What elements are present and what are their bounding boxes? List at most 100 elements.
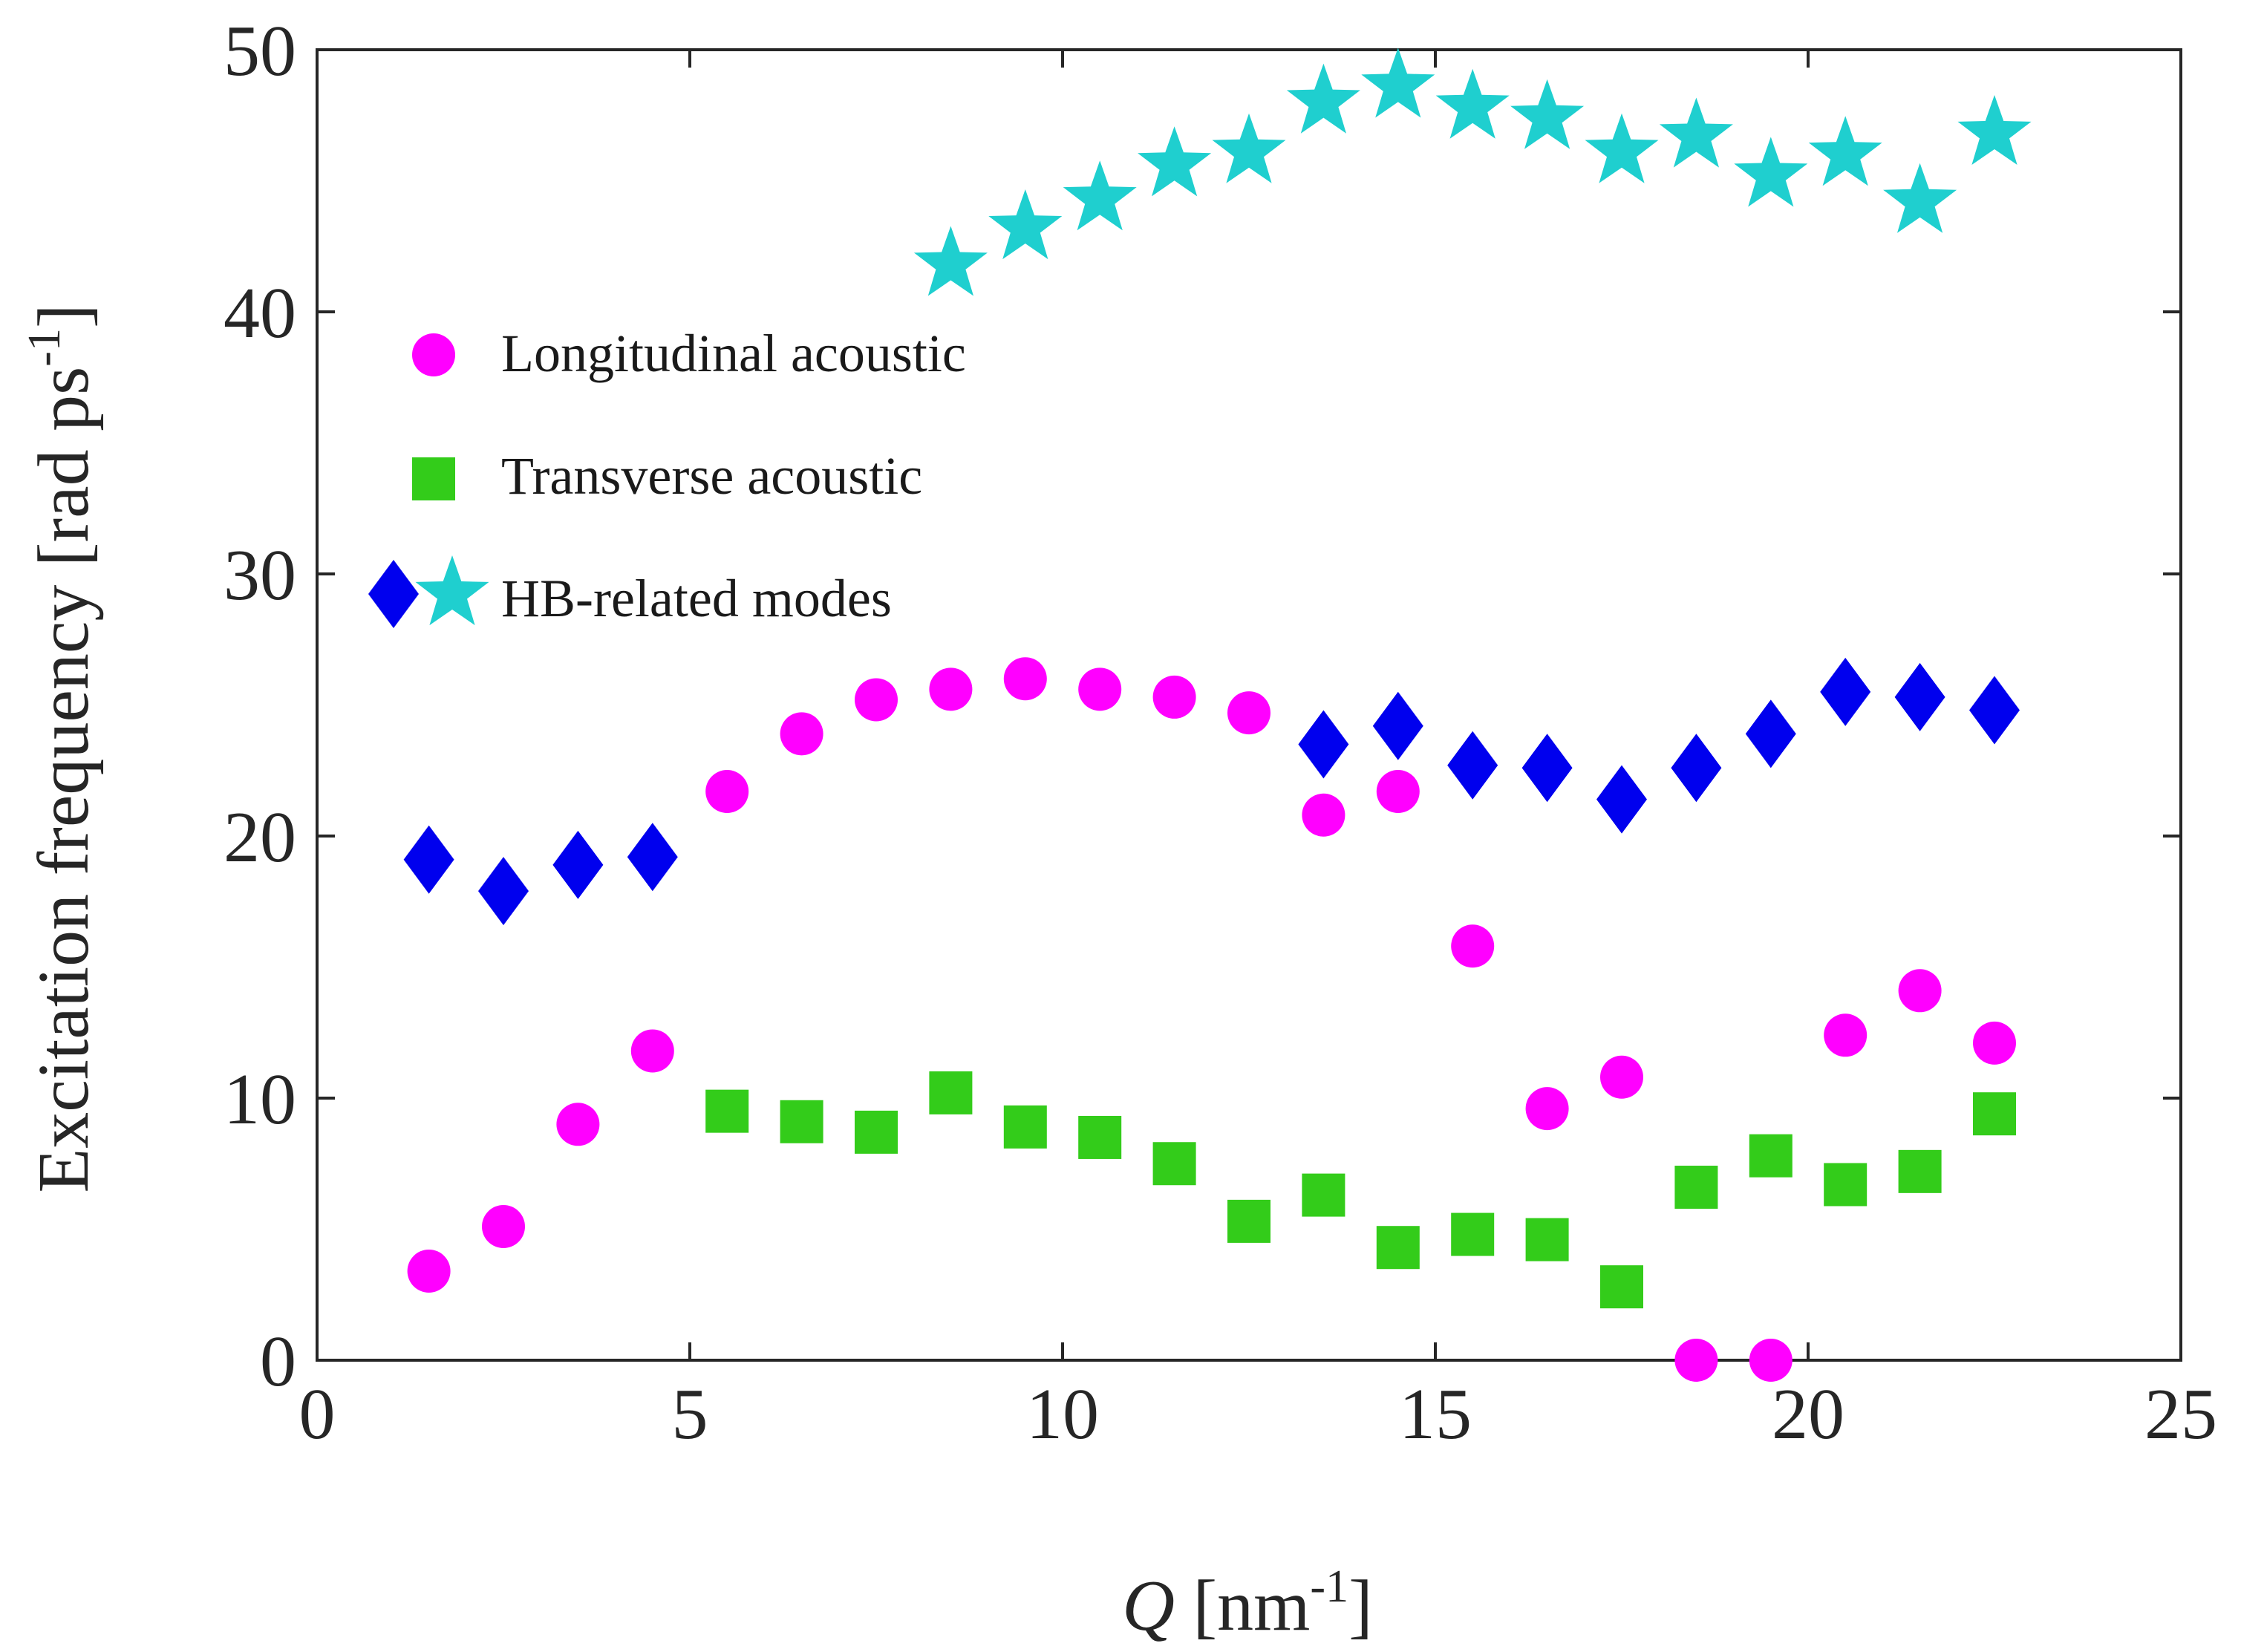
x-tick-label: 25 <box>2144 1374 2217 1455</box>
data-point-circle <box>1600 1055 1643 1099</box>
data-point-square <box>1600 1265 1643 1309</box>
legend-marker-diamond <box>368 560 419 628</box>
data-point-diamond <box>1745 699 1796 768</box>
data-series <box>403 48 2032 1382</box>
data-point-circle <box>1973 1021 2016 1065</box>
data-point-star <box>1435 68 1510 139</box>
data-point-circle <box>407 1249 451 1293</box>
data-point-circle <box>1451 924 1495 968</box>
data-point-circle <box>1749 1339 1793 1382</box>
data-point-square <box>1525 1218 1569 1261</box>
y-axis-title-close: ] <box>24 304 104 328</box>
data-point-square <box>1674 1166 1718 1209</box>
legend: Longitudinal acoustic Transverse acousti… <box>368 324 966 628</box>
data-point-circle <box>1078 667 1122 711</box>
data-point-circle <box>1674 1339 1718 1382</box>
data-point-circle <box>705 769 749 813</box>
data-point-square <box>1451 1212 1495 1256</box>
data-point-circle <box>929 667 973 711</box>
data-point-diamond <box>1969 676 2020 745</box>
data-point-square <box>1003 1105 1047 1149</box>
legend-marker-circle <box>412 333 455 376</box>
y-tick-label: 20 <box>224 797 296 878</box>
data-point-diamond <box>1447 731 1498 800</box>
data-point-circle <box>1003 657 1047 701</box>
x-axis-title-superscript: -1 <box>1310 1561 1348 1612</box>
x-axis-title-symbol: Q <box>1122 1566 1175 1646</box>
data-point-square <box>705 1089 749 1133</box>
x-axis-title-close: ] <box>1348 1566 1373 1646</box>
data-point-diamond <box>1372 691 1423 760</box>
data-point-diamond <box>1521 734 1573 803</box>
series-diamond <box>403 657 2020 926</box>
data-point-circle <box>855 678 898 722</box>
data-point-square <box>1749 1134 1793 1178</box>
x-axis-title: Q [nm-1] <box>1122 1561 1372 1646</box>
data-point-square <box>1078 1115 1122 1159</box>
data-point-square <box>855 1110 898 1154</box>
series-star <box>913 48 2032 296</box>
data-point-circle <box>630 1029 674 1073</box>
data-point-diamond <box>478 857 529 926</box>
legend-label-transverse: Transverse acoustic <box>501 446 922 506</box>
legend-label-longitudinal: Longitudinal acoustic <box>501 324 966 383</box>
data-point-star <box>1063 160 1137 231</box>
x-tick-label: 10 <box>1026 1374 1099 1455</box>
data-point-star <box>1734 137 1808 207</box>
y-tick-label: 30 <box>224 535 296 616</box>
data-point-square <box>1152 1142 1196 1186</box>
data-point-diamond <box>1298 710 1349 779</box>
data-point-circle <box>482 1204 525 1248</box>
data-point-square <box>929 1071 973 1114</box>
data-point-circle <box>1152 675 1196 719</box>
data-point-square <box>1227 1199 1270 1243</box>
y-tick-label: 50 <box>224 11 296 91</box>
x-tick-label: 5 <box>672 1374 708 1455</box>
y-axis-title: Excitation frequency [rad ps-1] <box>19 304 104 1192</box>
data-point-star <box>1361 48 1435 118</box>
legend-label-hb-related: HB-related modes <box>501 569 892 628</box>
data-point-square <box>780 1100 823 1143</box>
data-point-circle <box>1227 691 1270 735</box>
data-point-circle <box>1525 1087 1569 1131</box>
data-point-square <box>1973 1092 2016 1136</box>
data-point-star <box>1138 126 1212 197</box>
data-point-star <box>1212 113 1286 183</box>
x-tick-label: 20 <box>1772 1374 1844 1455</box>
data-point-star <box>1659 97 1733 168</box>
data-point-star <box>1808 116 1882 186</box>
data-point-star <box>1585 113 1659 183</box>
data-point-star <box>1286 63 1360 134</box>
data-point-diamond <box>403 825 454 894</box>
y-tick-label: 10 <box>224 1060 296 1140</box>
data-point-diamond <box>1894 662 1945 731</box>
y-tick-label: 0 <box>260 1322 296 1402</box>
axis-ticks <box>316 48 2182 1362</box>
x-axis-title-unit: [nm <box>1175 1566 1310 1646</box>
data-point-star <box>988 189 1063 260</box>
legend-markers <box>368 333 489 628</box>
y-tick-label: 40 <box>224 273 296 353</box>
data-point-square <box>1898 1149 1942 1193</box>
data-point-square <box>1302 1173 1345 1217</box>
data-point-star <box>1957 95 2032 165</box>
data-point-diamond <box>627 823 678 892</box>
data-point-diamond <box>552 830 604 899</box>
data-point-diamond <box>1596 765 1647 834</box>
data-point-square <box>1824 1163 1868 1207</box>
data-point-circle <box>1376 769 1420 813</box>
y-axis-title-superscript: -1 <box>19 328 70 367</box>
y-axis-title-main: Excitation frequency [rad ps <box>24 367 104 1193</box>
data-point-diamond <box>1820 657 1871 726</box>
data-point-star <box>1883 163 1957 233</box>
series-square <box>705 1071 2016 1309</box>
tick-labels: 0 5 10 15 20 25 0 10 20 30 40 50 <box>224 11 2217 1455</box>
data-point-circle <box>1302 793 1345 837</box>
x-tick-label: 0 <box>299 1374 336 1455</box>
x-tick-label: 15 <box>1399 1374 1472 1455</box>
series-circle <box>407 657 2016 1382</box>
legend-marker-square <box>412 457 455 500</box>
data-point-diamond <box>1671 734 1722 803</box>
data-point-star <box>913 226 988 296</box>
